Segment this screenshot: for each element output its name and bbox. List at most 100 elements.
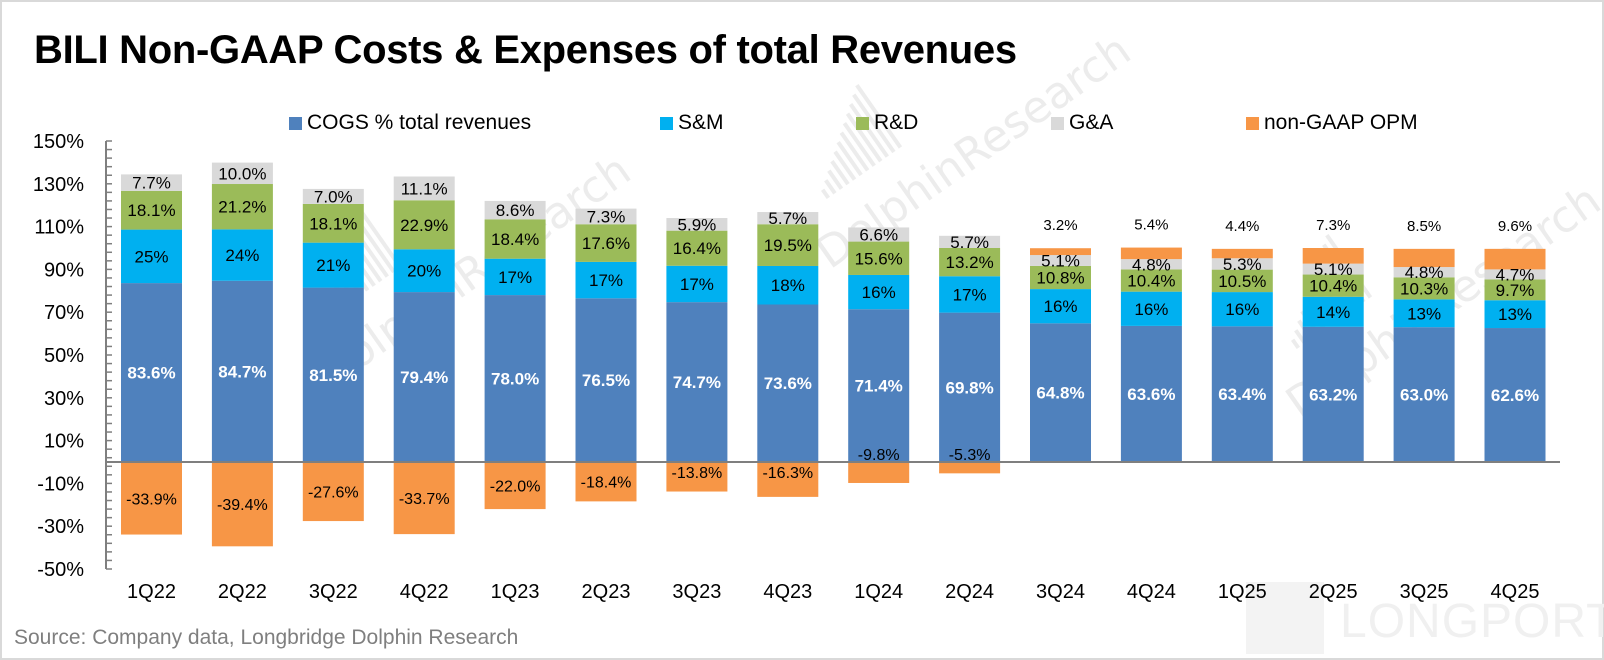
- bar-ga: [302, 188, 364, 204]
- bar-rd: [1120, 269, 1182, 292]
- legend-label-ga: G&A: [1069, 111, 1114, 134]
- watermark-bar: [845, 112, 883, 163]
- label-cogs: 78.0%: [491, 370, 539, 389]
- bar-cogs: [1302, 326, 1364, 462]
- bar-sm: [393, 249, 455, 293]
- legend-label-sm: S&M: [678, 111, 724, 134]
- bar-opm: [121, 462, 182, 535]
- bar-rd: [848, 241, 910, 275]
- bar-opm: [1211, 248, 1273, 259]
- bar-opm: [211, 462, 273, 547]
- bar-ga: [121, 174, 182, 191]
- x-tick-label: 3Q23: [672, 581, 721, 603]
- label-opm: 8.5%: [1407, 218, 1441, 235]
- legend-swatch-sm: [660, 116, 673, 130]
- label-cogs: 73.6%: [764, 374, 812, 393]
- label-opm: 5.4%: [1134, 217, 1168, 234]
- bar-rd: [121, 190, 182, 230]
- label-sm: 14%: [1316, 303, 1350, 322]
- bar-sm: [575, 261, 637, 299]
- bar-cogs: [848, 309, 910, 462]
- label-rd: 18.1%: [127, 201, 175, 220]
- bar-sm: [1393, 299, 1455, 328]
- bar-opm: [575, 462, 637, 502]
- bar-cogs: [757, 304, 819, 462]
- label-sm: 17%: [498, 268, 532, 287]
- label-sm: 17%: [953, 285, 987, 304]
- label-rd: 22.9%: [400, 216, 448, 235]
- bar-rd: [757, 224, 819, 266]
- x-tick-label: 1Q23: [491, 581, 540, 603]
- chart-title: BILI Non-GAAP Costs & Expenses of total …: [34, 28, 1017, 72]
- label-sm: 21%: [316, 256, 350, 275]
- label-rd: 16.4%: [673, 239, 721, 258]
- label-ga: 7.7%: [132, 174, 171, 193]
- label-ga: 7.3%: [587, 207, 626, 226]
- bar-rd: [939, 248, 1001, 277]
- label-opm: -18.4%: [581, 475, 632, 492]
- label-opm: -13.8%: [672, 465, 723, 482]
- x-tick-label: 2Q22: [218, 581, 267, 603]
- legend-item-opm: non-GAAP OPM: [1246, 110, 1418, 136]
- bar-opm: [1120, 247, 1182, 260]
- bar-cogs: [1030, 323, 1091, 462]
- label-opm: -33.9%: [126, 491, 177, 508]
- y-axis: 150% 130% 110% 90% 70% 50% 30% 10% -10% -30% -50%: [33, 131, 1560, 581]
- label-ga: 4.7%: [1496, 265, 1535, 284]
- watermark-bar: [839, 131, 870, 172]
- bar-rd: [1211, 269, 1273, 293]
- label-opm: -39.4%: [217, 497, 268, 514]
- label-opm: 7.3%: [1316, 217, 1350, 234]
- label-sm: 16%: [1043, 297, 1077, 316]
- watermark-bar: [848, 103, 889, 158]
- bar-ga: [666, 218, 728, 231]
- label-sm: 18%: [771, 276, 805, 295]
- label-rd: 9.7%: [1496, 281, 1535, 300]
- bar-sm: [121, 229, 182, 284]
- bar-cogs: [1393, 327, 1455, 462]
- label-rd: 10.3%: [1400, 279, 1448, 298]
- legend-item-cogs: COGS % total revenues: [289, 110, 531, 136]
- legend-swatch-ga: [1051, 116, 1064, 130]
- label-sm: 16%: [1225, 300, 1259, 319]
- bar-sm: [1211, 292, 1273, 327]
- legend-item-ga: G&A: [1051, 110, 1113, 136]
- bar-cogs: [1120, 325, 1182, 462]
- bars-layer: [121, 162, 1546, 547]
- bar-ga: [211, 162, 273, 185]
- bar-cogs: [575, 298, 637, 462]
- source-note: Source: Company data, Longbridge Dolphin…: [14, 626, 519, 649]
- watermark-bar: [842, 122, 876, 167]
- y-tick-label: 10%: [44, 431, 84, 453]
- label-opm: -27.6%: [308, 485, 359, 502]
- x-tick-label: 2Q23: [582, 581, 631, 603]
- bar-sm: [211, 229, 273, 281]
- bar-cogs: [393, 292, 455, 462]
- label-rd: 17.6%: [582, 234, 630, 253]
- bar-rd: [1030, 265, 1091, 290]
- y-tick-label: 90%: [44, 259, 84, 281]
- label-rd: 10.4%: [1127, 272, 1175, 291]
- x-tick-label: 3Q22: [309, 581, 358, 603]
- bar-opm: [393, 462, 455, 535]
- x-tick-label: 4Q24: [1127, 581, 1176, 603]
- bar-ga: [757, 212, 819, 225]
- bar-ga: [1211, 258, 1273, 270]
- bar-ga: [1393, 267, 1455, 278]
- label-rd: 19.5%: [764, 236, 812, 255]
- bar-rd: [1393, 277, 1455, 300]
- x-tick-label: 4Q23: [763, 581, 812, 603]
- label-sm: 17%: [589, 271, 623, 290]
- label-cogs: 63.2%: [1309, 385, 1357, 404]
- legend-swatch-opm: [1246, 116, 1259, 130]
- label-opm: 9.6%: [1498, 218, 1532, 235]
- y-tick-label: 50%: [44, 345, 84, 367]
- bar-ga: [939, 235, 1001, 248]
- bar-opm: [939, 462, 1001, 474]
- legend-label-rd: R&D: [874, 111, 919, 134]
- label-cogs: 83.6%: [127, 364, 175, 383]
- label-ga: 6.6%: [859, 226, 898, 245]
- bar-cogs: [1211, 326, 1273, 462]
- label-opm: -16.3%: [762, 465, 813, 482]
- bar-opm: [1030, 248, 1091, 256]
